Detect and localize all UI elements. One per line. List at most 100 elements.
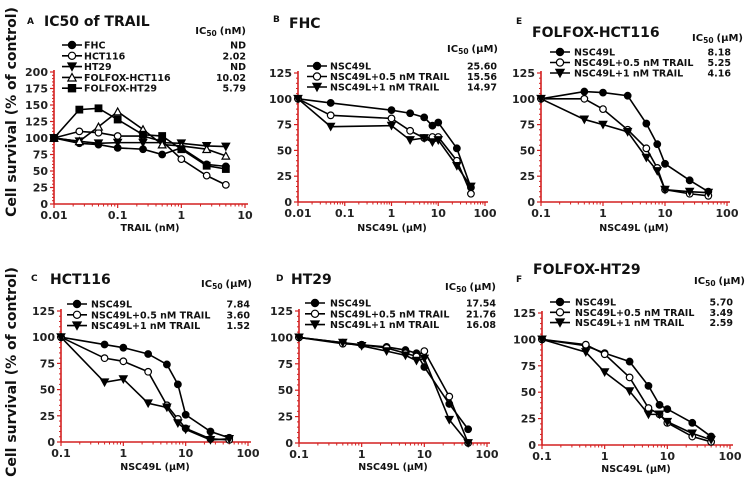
ic50-value: 16.08: [466, 320, 496, 331]
data-point: [74, 136, 85, 146]
legend-label: NSC49L+1 nM TRAIL: [330, 320, 439, 331]
data-point: [419, 354, 430, 364]
x-tick-label: 0.1: [108, 209, 128, 222]
data-point: [684, 187, 695, 197]
legend-label: NSC49L+0.5 nM TRAIL: [574, 58, 693, 69]
data-point: [386, 121, 397, 131]
legend-marker-filled-circle-icon: [312, 61, 322, 71]
y-tick-label: 0: [285, 437, 293, 450]
ic50-value: 15.56: [467, 72, 497, 83]
series-nsc49l: [537, 87, 713, 196]
data-point: [93, 139, 104, 149]
series-nsc49l-1-nm-trail: [56, 333, 235, 445]
data-point: [536, 94, 546, 104]
data-point: [205, 436, 216, 445]
data-point: [139, 130, 147, 139]
data-point: [173, 419, 183, 429]
y-tick-label: 100: [270, 331, 293, 344]
x-axis-label: NSC49L (μM): [601, 464, 670, 475]
y-tick-label: 100: [25, 132, 48, 145]
data-point: [452, 161, 462, 171]
x-axis-label: NSC49L (μM): [357, 223, 426, 234]
legend-label: NSC49L: [330, 62, 371, 73]
data-point: [158, 150, 167, 159]
ic50-value: 5.25: [708, 58, 731, 69]
data-point: [221, 180, 230, 189]
data-point: [625, 357, 634, 366]
y-tick-label: 75: [33, 149, 48, 162]
y-tick-label: 50: [40, 384, 56, 397]
x-axis-label: NSC49L (μM): [599, 223, 668, 234]
y-axis-label-bottom: Cell survival (% of control): [4, 267, 20, 477]
data-point: [93, 121, 104, 131]
x-axis-label: TRAIL (nM): [121, 223, 180, 234]
ic50-value: 14.97: [467, 83, 497, 94]
data-point: [685, 176, 694, 185]
x-tick-label: 0.1: [335, 207, 355, 220]
data-point: [411, 356, 422, 366]
legend-label: NSC49L: [330, 299, 371, 310]
y-tick-label: 0: [528, 439, 536, 452]
data-point: [444, 415, 455, 425]
data-point: [118, 375, 129, 384]
data-point: [623, 91, 632, 100]
legend-marker-filled-circle-icon: [555, 47, 565, 57]
data-point: [599, 88, 607, 97]
data-point: [581, 340, 590, 349]
data-point: [387, 114, 396, 123]
data-point: [580, 94, 589, 103]
ic50-value: 5.79: [223, 84, 246, 95]
data-point: [467, 189, 475, 198]
legend-label: NSC49L: [575, 298, 616, 309]
panel-title: FHC: [289, 16, 321, 32]
data-point: [224, 434, 235, 444]
ic50-header: IC50 (μM): [692, 33, 743, 45]
y-tick-label: 50: [33, 165, 49, 178]
ic50-value: 25.60: [467, 62, 497, 73]
data-point: [428, 121, 437, 130]
data-point: [325, 122, 336, 132]
data-point: [143, 399, 153, 409]
panel-letter: B: [273, 15, 280, 25]
data-point: [662, 417, 673, 427]
x-tick-label: 10: [417, 448, 433, 461]
legend-marker-filled-circle-icon: [555, 297, 565, 307]
x-tick-label: 0.1: [531, 207, 551, 220]
y-tick-label: 75: [521, 360, 536, 373]
legend-marker-filled-circle-icon: [67, 40, 77, 50]
data-point: [177, 155, 186, 164]
legend-marker-open-circle-icon: [555, 308, 565, 317]
series-line: [541, 98, 709, 197]
data-point: [600, 350, 609, 359]
x-tick-label: 0.1: [51, 447, 71, 460]
series-nsc49l-0-5-nm-trail: [57, 333, 234, 444]
y-tick-label: 25: [521, 413, 536, 426]
data-point: [113, 115, 122, 124]
y-tick-label: 25: [33, 182, 48, 195]
ic50-value: 8.18: [708, 48, 732, 59]
x-tick-label: 10: [431, 207, 447, 220]
ic50-unit: (μM): [472, 44, 498, 55]
panel-title: IC50 of TRAIL: [44, 14, 150, 30]
ic50-header: IC50 (μM): [694, 276, 745, 288]
data-point: [406, 126, 415, 135]
data-point: [56, 333, 66, 343]
ic50-header: IC50 (μM): [445, 282, 496, 294]
data-point: [688, 418, 697, 427]
data-point: [119, 357, 128, 366]
data-point: [654, 410, 665, 420]
data-point: [660, 185, 670, 195]
x-tick-label: 0.1: [532, 450, 552, 463]
legend-label: NSC49L+1 nM TRAIL: [574, 69, 683, 80]
legend-marker-filled-triangle-down-icon: [71, 321, 83, 331]
data-point: [100, 354, 109, 363]
data-point: [162, 403, 172, 413]
legend-label: NSC49L+1 nM TRAIL: [575, 318, 684, 329]
ic50-header: IC50 (nM): [195, 26, 246, 38]
y-tick-label: 25: [277, 170, 292, 183]
y-tick-label: 75: [278, 358, 293, 371]
legend-marker-filled-triangle-down-icon: [311, 82, 323, 93]
ic50-unit: (nM): [220, 26, 246, 37]
